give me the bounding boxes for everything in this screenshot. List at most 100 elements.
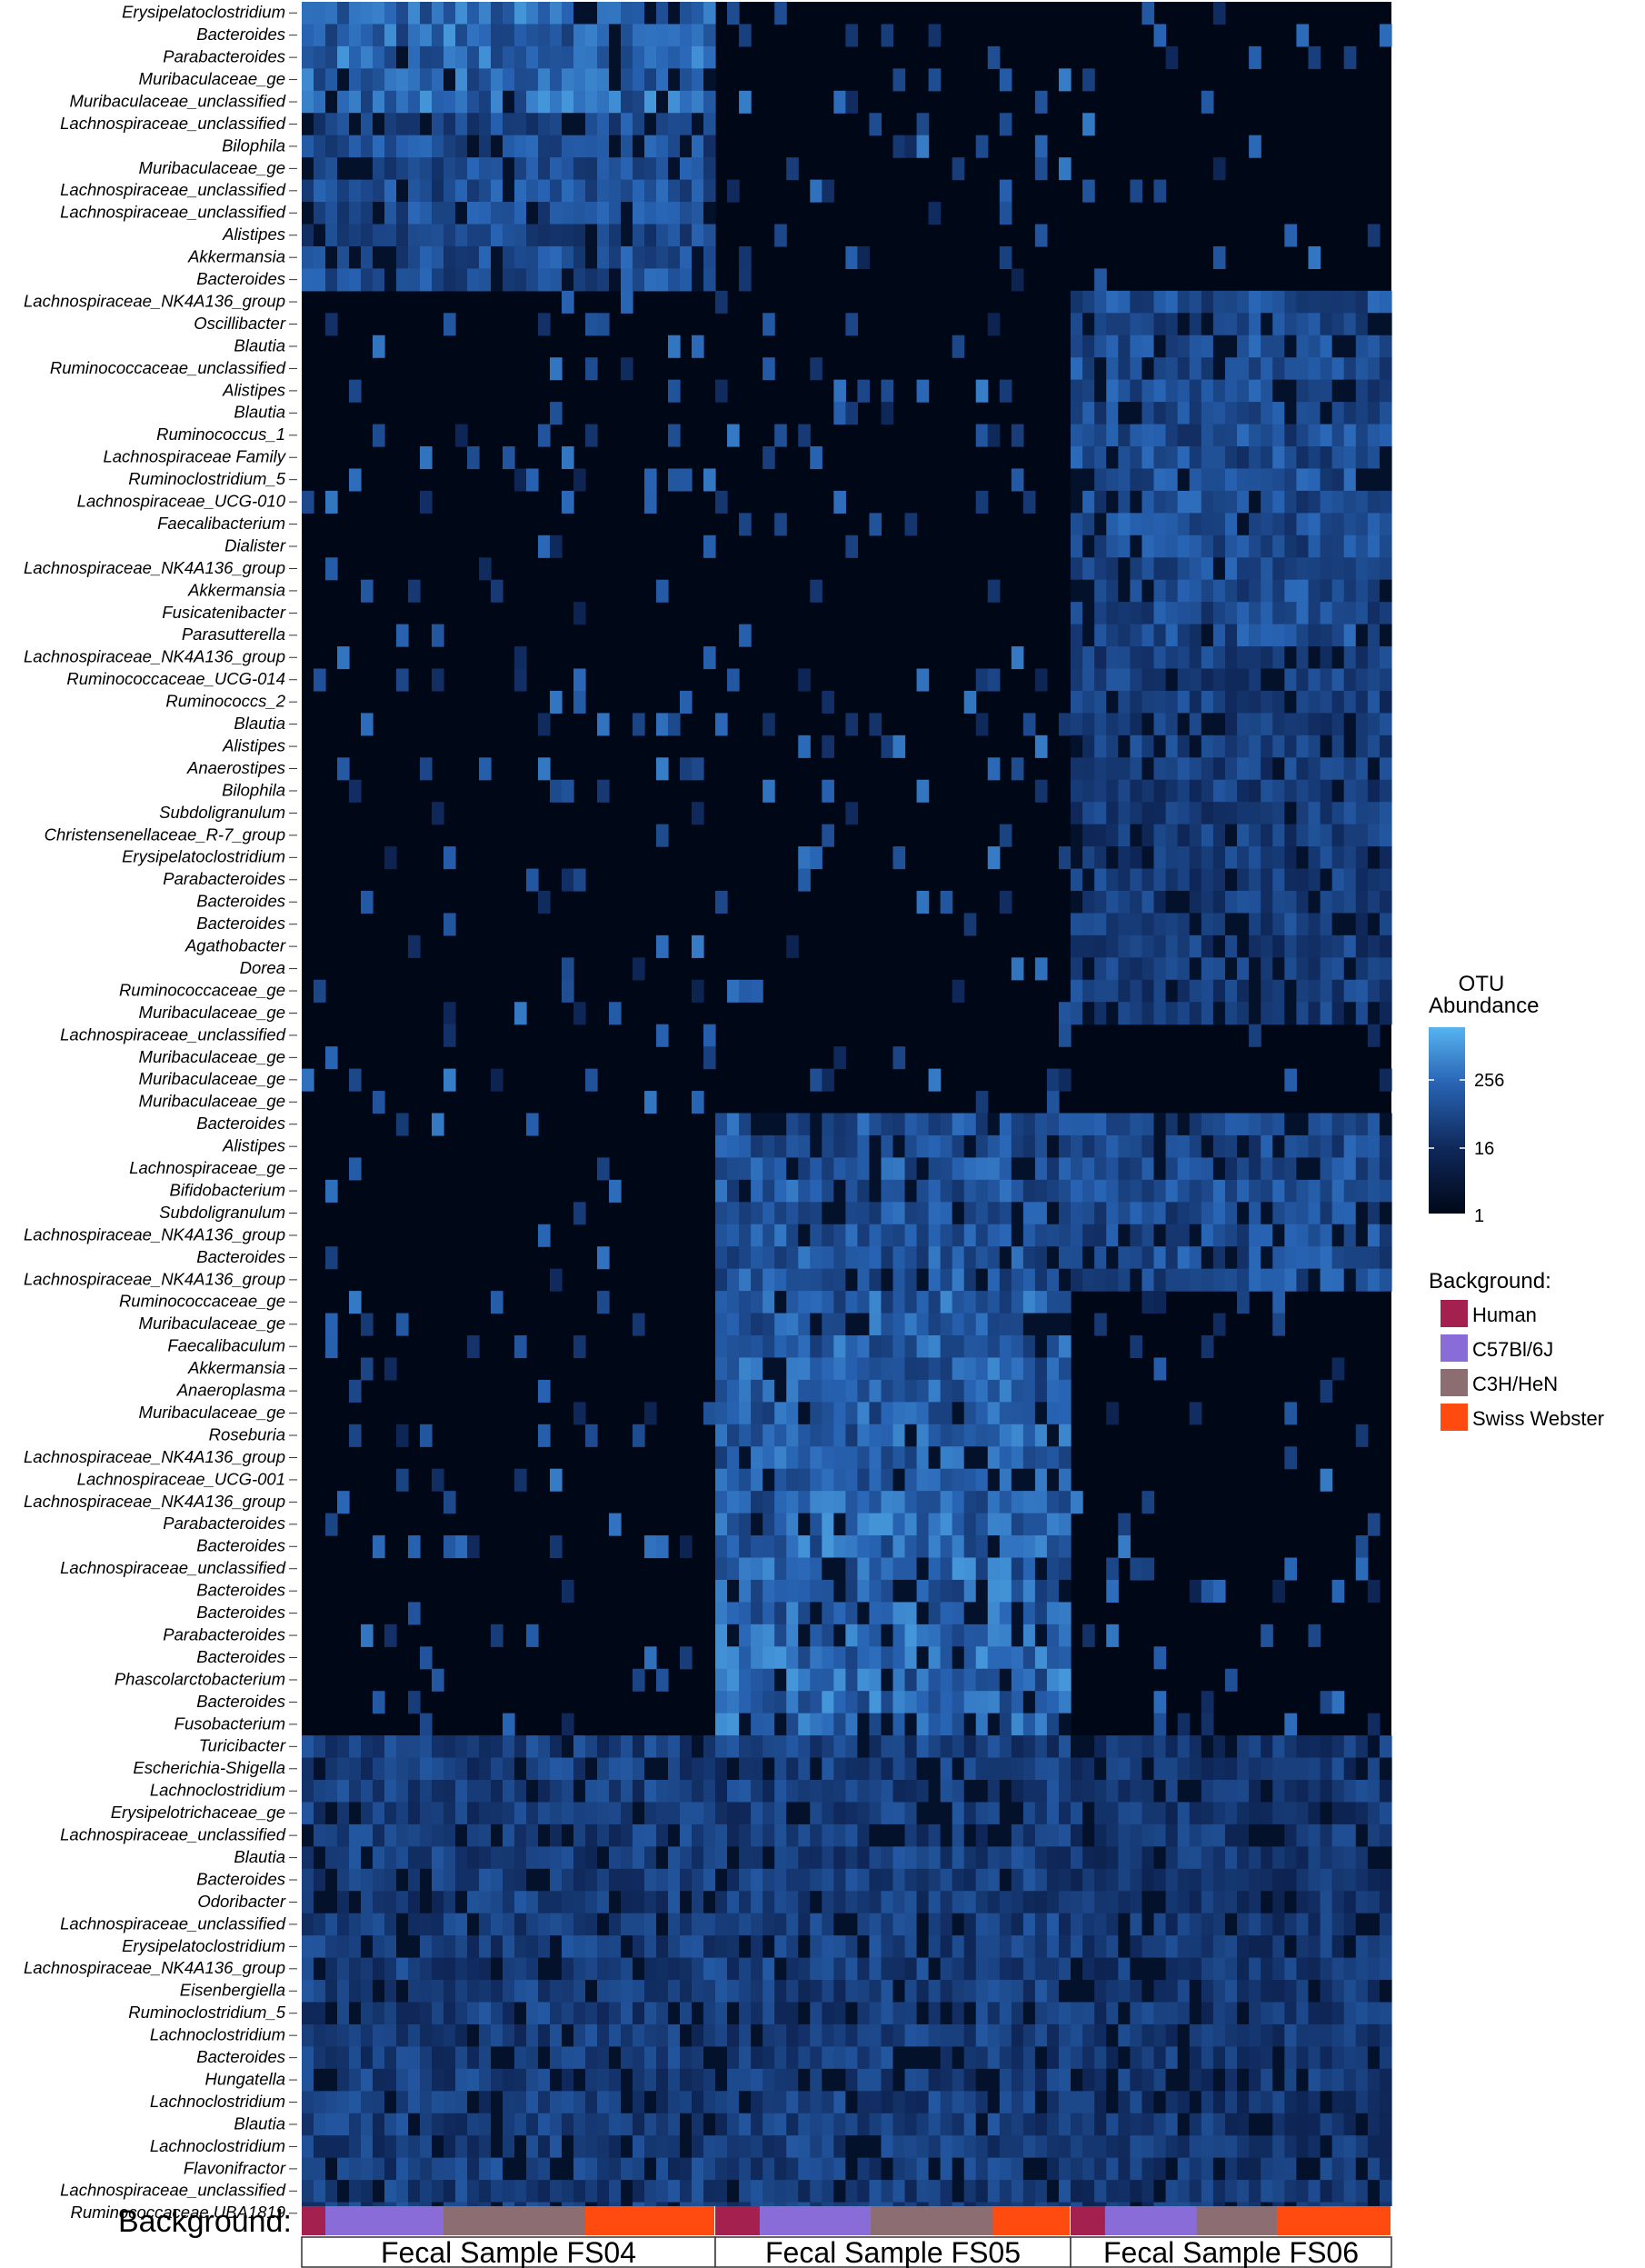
heatmap-cell [1130, 824, 1143, 847]
heatmap-cell [1261, 535, 1273, 558]
heatmap-cell [680, 1780, 693, 1803]
heatmap-cell [892, 2135, 906, 2159]
heatmap-cell [1331, 646, 1345, 670]
heatmap-cell [857, 2046, 871, 2070]
heatmap-cell [1367, 1735, 1381, 1759]
heatmap-cell [810, 1624, 822, 1647]
heatmap-cell [314, 979, 326, 1003]
heatmap-cell [668, 224, 681, 247]
heatmap-cell [384, 1624, 397, 1647]
heatmap-cell [1082, 2135, 1095, 2159]
heatmap-cell [727, 1202, 740, 1225]
heatmap-cell [1082, 1113, 1095, 1136]
heatmap-cell [999, 202, 1012, 225]
heatmap-cell [1355, 757, 1369, 781]
row-label: Ruminococcus_1 [156, 425, 285, 444]
heatmap-cell [562, 290, 574, 314]
heatmap-cell [715, 1757, 728, 1781]
heatmap-cell [1224, 624, 1238, 647]
heatmap-cell [479, 68, 492, 92]
heatmap-cell [1249, 2046, 1261, 2070]
heatmap-cell [1011, 1513, 1024, 1536]
heatmap-cell [1331, 802, 1345, 825]
heatmap-cell [585, 2068, 598, 2092]
heatmap-cell [928, 1713, 942, 1736]
heatmap-cell [1118, 424, 1131, 447]
heatmap-cell [562, 2023, 574, 2047]
heatmap-cell [609, 2002, 622, 2025]
heatmap-cell [467, 2180, 480, 2203]
heatmap-cell [514, 468, 527, 492]
heatmap-cell [727, 1691, 740, 1714]
heatmap-cell [680, 2091, 693, 2114]
heatmap-cell [822, 1134, 834, 1158]
heatmap-cell [963, 1602, 977, 1625]
heatmap-cell [656, 579, 669, 603]
heatmap-cell [727, 2135, 740, 2159]
heatmap-cell [633, 1868, 645, 1892]
heatmap-cell [1296, 24, 1310, 47]
heatmap-cell [1320, 513, 1333, 536]
heatmap-cell [822, 1957, 834, 1981]
heatmap-cell [1011, 1735, 1024, 1759]
heatmap-cell [644, 2135, 657, 2159]
heatmap-cell [1118, 1935, 1131, 1959]
heatmap-cell [774, 1780, 787, 1803]
heatmap-cell [1261, 757, 1273, 781]
heatmap-cell [526, 224, 539, 247]
heatmap-cell [1034, 1735, 1048, 1759]
heatmap-cell [314, 2, 326, 25]
heatmap-cell [892, 1491, 906, 1514]
heatmap-cell [550, 1957, 563, 1981]
heatmap-cell [408, 90, 421, 114]
heatmap-cell [1130, 179, 1143, 203]
heatmap-cell [999, 1535, 1012, 1559]
heatmap-cell [444, 1913, 456, 1936]
heatmap-cell [1022, 1313, 1036, 1336]
heatmap-cell [550, 1868, 563, 1892]
heatmap-cell [656, 2023, 669, 2047]
heatmap-cell [1011, 1624, 1024, 1647]
heatmap-cell [881, 2046, 894, 2070]
heatmap-cell [1011, 1757, 1024, 1781]
heatmap-cell [1261, 446, 1273, 470]
heatmap-cell [384, 2113, 397, 2136]
row-label: Parabacteroides [163, 47, 285, 66]
heatmap-cell [1130, 1113, 1143, 1136]
heatmap-cell [892, 2091, 906, 2114]
heatmap-cell [739, 1513, 752, 1536]
heatmap-cell [1177, 1780, 1191, 1803]
heatmap-cell [1224, 402, 1238, 425]
heatmap-cell [1284, 690, 1297, 714]
heatmap-cell [526, 2157, 539, 2181]
heatmap-cell [1284, 313, 1297, 336]
heatmap-cell [892, 1579, 906, 1603]
heatmap-cell [1379, 1202, 1392, 1225]
heatmap-cell [514, 24, 527, 47]
heatmap-cell [987, 2002, 1001, 2025]
heatmap-cell [1272, 1579, 1285, 1603]
heatmap-cell [302, 113, 314, 136]
heatmap-cell [963, 690, 977, 714]
heatmap-cell [1261, 1780, 1273, 1803]
heatmap-cell [1118, 2135, 1131, 2159]
heatmap-cell [904, 2002, 918, 2025]
heatmap-cell [1296, 846, 1310, 870]
heatmap-cell [1249, 2091, 1261, 2114]
heatmap-cell [904, 1224, 918, 1247]
heatmap-cell [1201, 2135, 1214, 2159]
heatmap-cell [1296, 802, 1310, 825]
heatmap-cell [314, 135, 326, 158]
heatmap-cell [1094, 934, 1107, 958]
row-label: Lachnospiraceae_NK4A136_group [24, 647, 285, 666]
heatmap-cell [349, 1757, 362, 1781]
heatmap-cell [751, 1713, 763, 1736]
heatmap-cell [491, 1802, 503, 1825]
heatmap-cell [408, 2091, 421, 2114]
heatmap-cell [1022, 2068, 1036, 2092]
heatmap-cell [1130, 1246, 1143, 1270]
heatmap-cell [869, 1513, 882, 1536]
heatmap-cell [1082, 1957, 1095, 1981]
heatmap-cell [1153, 446, 1167, 470]
heatmap-cell [727, 1335, 740, 1359]
